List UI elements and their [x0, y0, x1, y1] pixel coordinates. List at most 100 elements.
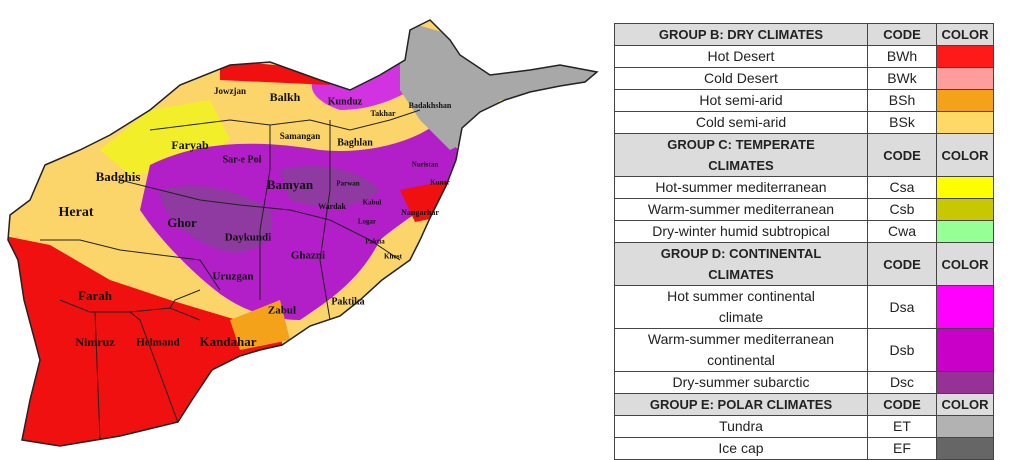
- color-swatch: [936, 437, 994, 460]
- climate-row: Warm-summer mediterranean continental Dsb: [614, 328, 994, 372]
- climate-code-text: Csa: [889, 179, 915, 195]
- climate-row: Warm-summer mediterranean Csb: [614, 198, 994, 221]
- province-label: Paktia: [365, 238, 385, 246]
- province-label: Logar: [358, 218, 376, 226]
- group-title-text: GROUP E: POLAR CLIMATES: [649, 397, 833, 412]
- group-title-text: GROUP C: TEMPERATE CLIMATES: [667, 137, 815, 173]
- climate-code: BSh: [867, 89, 937, 112]
- code-header: CODE: [867, 393, 937, 416]
- province-label: Balkh: [270, 90, 301, 104]
- province-label: Kunar: [430, 179, 450, 187]
- group-title-text: GROUP B: DRY CLIMATES: [658, 27, 824, 42]
- climate-code: Cwa: [867, 220, 937, 243]
- zone-hot-desert: [220, 60, 330, 85]
- province-label: Sar-e Pol: [223, 154, 262, 165]
- province-label: Farah: [78, 288, 113, 303]
- climate-code: Dsc: [867, 371, 937, 394]
- color-header-text: COLOR: [941, 256, 989, 272]
- color-swatch: [936, 176, 994, 199]
- color-header: COLOR: [936, 23, 994, 46]
- province-label: Nangarhar: [401, 208, 439, 217]
- province-label: Nimruz: [75, 335, 115, 349]
- color-swatch: [936, 89, 994, 112]
- climate-name-text: Hot semi-arid: [699, 92, 783, 108]
- climate-name-text: Cold semi-arid: [695, 114, 787, 130]
- color-swatch: [936, 415, 994, 438]
- color-swatch: [936, 285, 994, 329]
- climate-row: Hot Desert BWh: [614, 45, 994, 68]
- border: [169, 289, 201, 309]
- color-header: COLOR: [936, 133, 994, 177]
- border: [40, 239, 221, 291]
- group-title: GROUP E: POLAR CLIMATES: [614, 393, 868, 416]
- color-header-text: COLOR: [941, 397, 989, 412]
- province-borders: [40, 109, 421, 441]
- climate-code-text: ET: [893, 418, 911, 434]
- province-label: Jowzjan: [214, 86, 246, 96]
- climate-name-text: Hot Desert: [707, 48, 775, 64]
- climate-code: EF: [867, 437, 937, 460]
- climate-name: Tundra: [614, 415, 868, 438]
- province-label: Khost: [384, 253, 403, 261]
- border: [149, 109, 421, 131]
- province-label: Ghazni: [291, 250, 325, 262]
- climate-code-text: EF: [893, 440, 911, 456]
- climate-code: Csb: [867, 198, 937, 221]
- color-swatch: [936, 328, 994, 372]
- province-label: Badghis: [96, 169, 141, 184]
- province-label: Helmand: [136, 337, 179, 349]
- climate-name: Hot-summer mediterranean: [614, 176, 868, 199]
- border: [319, 120, 331, 321]
- border: [129, 311, 181, 429]
- climate-name: Hot semi-arid: [614, 89, 868, 112]
- province-labels: Jowzjan Balkh Kunduz Badakhshan Takhar Samang…: [59, 86, 452, 349]
- zone-dsb: [140, 120, 470, 320]
- province-label: Wardak: [318, 202, 347, 211]
- climate-name-text: Hot-summer mediterranean: [655, 179, 827, 195]
- climate-name: Hot summer continental climate: [614, 285, 868, 329]
- code-header-text: CODE: [883, 397, 921, 412]
- climate-code: Dsb: [867, 328, 937, 372]
- group-title: GROUP D: CONTINENTAL CLIMATES: [614, 242, 868, 286]
- climate-code: Dsa: [867, 285, 937, 329]
- climate-name: Warm-summer mediterranean: [614, 198, 868, 221]
- climate-name-text: Tundra: [719, 418, 763, 434]
- province-label: Ghor: [167, 215, 197, 230]
- code-header: CODE: [867, 23, 937, 46]
- color-header-text: COLOR: [941, 27, 989, 42]
- climate-name: Dry-winter humid subtropical: [614, 220, 868, 243]
- group-header: GROUP E: POLAR CLIMATES CODE COLOR: [614, 393, 994, 416]
- climate-name: Cold Desert: [614, 67, 868, 90]
- province-label: Takhar: [370, 109, 396, 118]
- color-swatch: [936, 45, 994, 68]
- code-header-text: CODE: [883, 256, 921, 272]
- province-label: Daykundi: [225, 232, 271, 244]
- code-header: CODE: [867, 242, 937, 286]
- province-label: Kandahar: [199, 334, 256, 349]
- color-header: COLOR: [936, 242, 994, 286]
- climate-row: Cold semi-arid BSk: [614, 111, 994, 134]
- group-header: GROUP B: DRY CLIMATES CODE COLOR: [614, 23, 994, 46]
- color-swatch: [936, 198, 994, 221]
- province-label: Zabul: [268, 305, 296, 317]
- zone-dsc: [160, 186, 272, 253]
- province-label: Bamyan: [267, 177, 314, 192]
- province-label: Uruzgan: [213, 271, 254, 283]
- climate-code-text: Dsb: [889, 341, 915, 358]
- code-header-text: CODE: [883, 27, 921, 42]
- climate-row: Dry-winter humid subtropical Cwa: [614, 220, 994, 243]
- climate-row: Hot summer continental climate Dsa: [614, 285, 994, 329]
- color-swatch: [936, 111, 994, 134]
- climate-name: Warm-summer mediterranean continental: [614, 328, 868, 372]
- color-header-text: COLOR: [941, 147, 989, 163]
- province-label: Paktika: [331, 296, 364, 307]
- province-label: Kunduz: [328, 96, 363, 107]
- climate-name-text: Hot summer continental climate: [667, 288, 815, 325]
- climate-code-text: Dsc: [889, 374, 915, 390]
- climate-name-text: Warm-summer mediterranean: [647, 201, 835, 217]
- climate-code: BWh: [867, 45, 937, 68]
- climate-code: BSk: [867, 111, 937, 134]
- province-label: Badakhshan: [409, 101, 452, 110]
- climate-code-text: Csb: [889, 201, 915, 217]
- climate-row: Dry-summer subarctic Dsc: [614, 371, 994, 394]
